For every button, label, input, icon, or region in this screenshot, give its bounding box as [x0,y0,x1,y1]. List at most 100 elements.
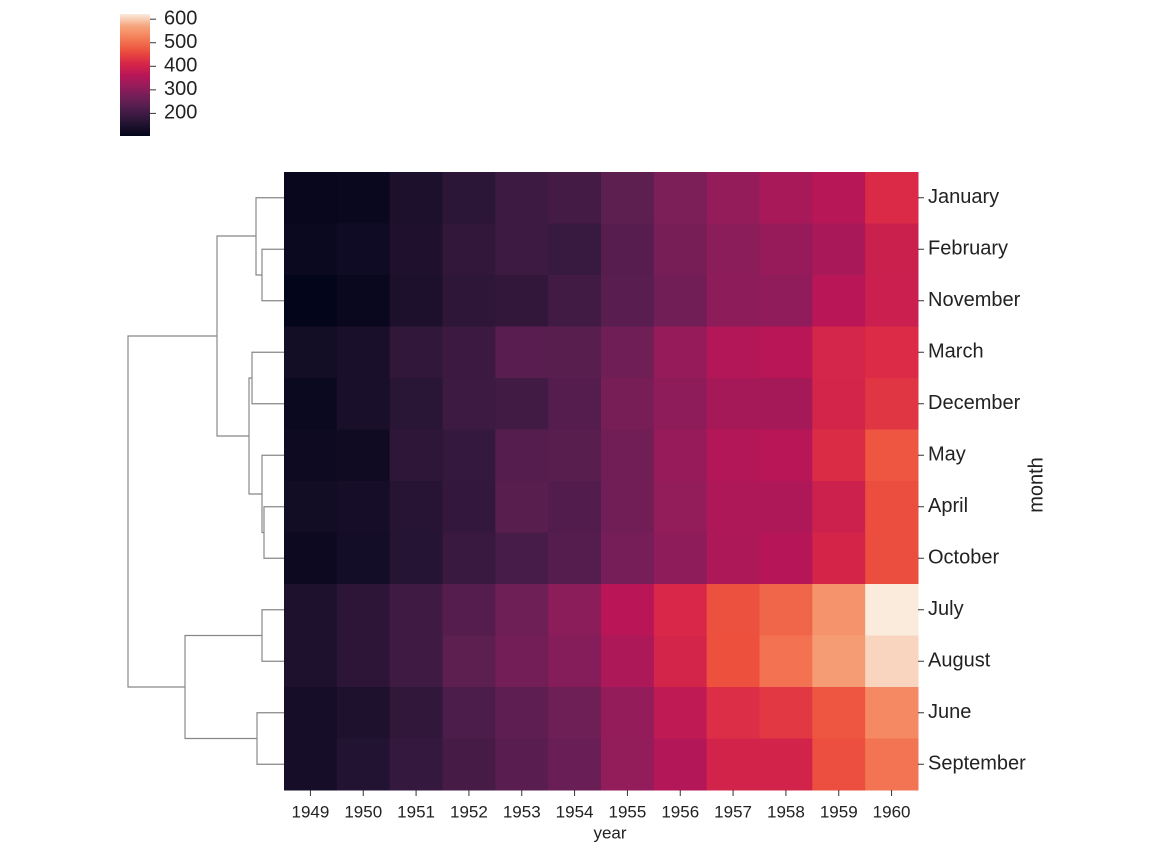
heatmap-cell [759,532,813,585]
heatmap-cell [865,532,919,585]
heatmap-cell [389,738,443,791]
y-tick-label: March [928,341,984,363]
colorbar [120,14,150,136]
heatmap-cell [653,635,708,688]
heatmap-cell [759,635,813,688]
heatmap-cell [336,481,391,533]
heatmap-cell [336,687,391,739]
heatmap-cell [442,223,496,276]
heatmap-cell [653,532,708,585]
heatmap-cell [442,429,496,482]
heatmap-cell [706,275,760,327]
heatmap-cell [653,378,708,430]
heatmap-cell [495,532,549,585]
heatmap-cell [389,429,443,482]
heatmap-cell [706,172,760,224]
x-tick-label: 1950 [344,802,382,821]
heatmap-cell [336,223,391,276]
heatmap-cell [336,738,391,791]
heatmap-cell [284,378,338,430]
heatmap-cell [759,275,813,327]
heatmap-cell [865,429,919,482]
heatmap-cell [706,738,760,791]
heatmap-cell [389,532,443,585]
y-tick-label: January [928,186,999,208]
heatmap-cell [706,635,760,688]
heatmap-cell [812,378,866,430]
heatmap-cell [812,584,866,636]
heatmap-cell [812,172,866,224]
colorbar-tick-label: 200 [164,102,197,124]
heatmap-cell [495,378,549,430]
heatmap-cell [759,172,813,224]
x-tick-label: 1952 [450,802,488,821]
heatmap-cell [706,584,760,636]
y-tick-label: December [928,392,1021,414]
heatmap-cell [548,223,602,276]
heatmap-cell [495,584,549,636]
heatmap-cell [495,738,549,791]
heatmap-cell [706,378,760,430]
heatmap-cell [759,481,813,533]
heatmap-cell [865,635,919,688]
heatmap-cell [759,738,813,791]
heatmap-cell [548,172,602,224]
heatmap-cell [601,532,655,585]
heatmap-cell [495,481,549,533]
heatmap-cell [336,378,391,430]
x-axis-label: year [593,823,626,842]
heatmap-cell [284,326,338,379]
heatmap-cell [284,738,338,791]
heatmap-cell [812,532,866,585]
heatmap-cell [706,326,760,379]
y-tick-label: April [928,495,968,517]
heatmap-cell [442,172,496,224]
heatmap-cell [653,687,708,739]
heatmap-cell [442,326,496,379]
x-tick-label: 1954 [556,802,594,821]
x-tick-label: 1956 [661,802,699,821]
heatmap-cell [759,378,813,430]
heatmap-cell [653,429,708,482]
heatmap-cell [442,635,496,688]
heatmap-cell [389,635,443,688]
heatmap-cell [442,584,496,636]
x-tick-label: 1960 [873,802,911,821]
x-tick-label: 1959 [820,802,858,821]
heatmap-cell [389,378,443,430]
heatmap-cell [706,429,760,482]
heatmap-cell [336,172,391,224]
heatmap-cell [336,326,391,379]
heatmap-cell [759,326,813,379]
heatmap-cell [548,378,602,430]
y-axis-label: month [1025,457,1047,513]
heatmap-cell [759,687,813,739]
heatmap-cell [389,275,443,327]
heatmap-cell [389,481,443,533]
heatmap-cell [653,275,708,327]
heatmap-cell [284,635,338,688]
y-tick-label: October [928,547,999,569]
heatmap-cell [812,481,866,533]
heatmap-cell [759,429,813,482]
heatmap-cell [336,584,391,636]
heatmap-cell [653,481,708,533]
heatmap-cell [389,584,443,636]
heatmap-cell [495,429,549,482]
heatmap-cell [601,738,655,791]
x-tick-label: 1957 [714,802,752,821]
x-tick-label: 1955 [609,802,647,821]
heatmap-cell [601,378,655,430]
heatmap-cell [601,223,655,276]
heatmap-cell [601,481,655,533]
heatmap-cell [548,275,602,327]
heatmap-cell [601,687,655,739]
x-tick-label: 1953 [503,802,541,821]
heatmap-cell [284,532,338,585]
y-tick-label: November [928,289,1021,311]
heatmap-cell [548,738,602,791]
heatmap-cell [706,481,760,533]
heatmap-cell [653,738,708,791]
heatmap-cell [548,687,602,739]
